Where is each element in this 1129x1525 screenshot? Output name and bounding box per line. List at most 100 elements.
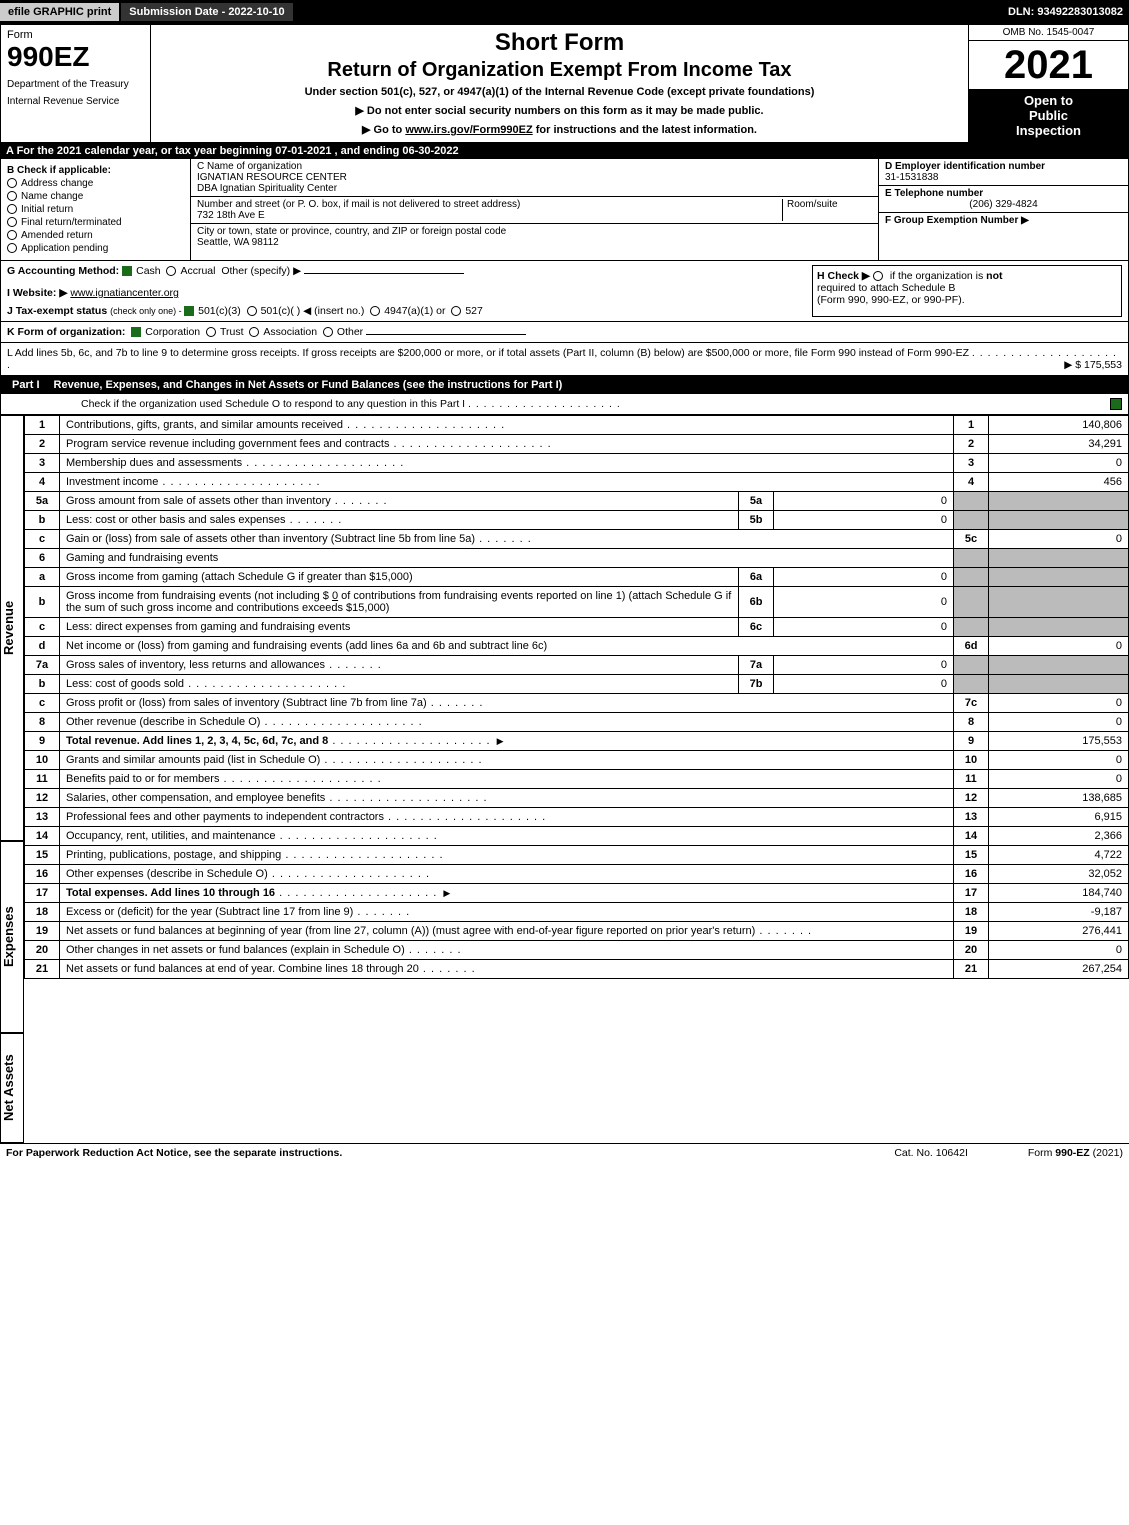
box-b: B Check if applicable: Address change Na…	[1, 159, 191, 260]
ln2-11: 11	[954, 770, 989, 789]
opt-amended-return: Amended return	[21, 230, 93, 241]
opt-initial-return: Initial return	[21, 204, 73, 215]
desc-13: Professional fees and other payments to …	[66, 811, 384, 823]
line-13: 13 Professional fees and other payments t…	[25, 808, 1129, 827]
phone-value: (206) 329-4824	[885, 199, 1122, 210]
chk-501c3[interactable]	[184, 306, 194, 316]
top-bar: efile GRAPHIC print Submission Date - 20…	[0, 0, 1129, 24]
line-7c: cGross profit or (loss) from sales of in…	[25, 694, 1129, 713]
val-17: 184,740	[989, 884, 1129, 903]
chk-assoc[interactable]	[249, 327, 259, 337]
val-2: 34,291	[989, 435, 1129, 454]
desc-17: Total expenses. Add lines 10 through 16	[66, 887, 275, 899]
chk-address-change[interactable]	[7, 178, 17, 188]
chk-accrual[interactable]	[166, 266, 176, 276]
dots-icon	[268, 868, 430, 880]
opt-501c: 501(c)( ) ◀ (insert no.)	[261, 305, 365, 317]
subval-6b: 0	[774, 587, 954, 618]
chk-527[interactable]	[451, 306, 461, 316]
dept-irs: Internal Revenue Service	[7, 96, 144, 107]
ln2-13: 13	[954, 808, 989, 827]
chk-final-return[interactable]	[7, 217, 17, 227]
val-5b-grey	[989, 511, 1129, 530]
ln2-6-grey	[954, 549, 989, 568]
ln2-18: 18	[954, 903, 989, 922]
ln2-17: 17	[954, 884, 989, 903]
goto-prefix: ▶ Go to	[362, 124, 405, 136]
chk-other[interactable]	[323, 327, 333, 337]
row-gh: G Accounting Method: Cash Accrual Other …	[0, 261, 1129, 322]
val-21: 267,254	[989, 960, 1129, 979]
ln-20: 20	[25, 941, 60, 960]
subln-5b: 5b	[739, 511, 774, 530]
footer-center: Cat. No. 10642I	[894, 1147, 968, 1159]
desc-5b: Less: cost or other basis and sales expe…	[66, 514, 286, 526]
part-i-subtext: Check if the organization used Schedule …	[81, 398, 465, 410]
line-6: 6Gaming and fundraising events	[25, 549, 1129, 568]
dots-icon	[384, 811, 546, 823]
ln2-7a-grey	[954, 656, 989, 675]
goto-suffix: for instructions and the latest informat…	[533, 124, 757, 136]
other-specify-input[interactable]	[304, 273, 464, 274]
dots-icon	[331, 495, 388, 507]
chk-application-pending[interactable]	[7, 243, 17, 253]
box-f-label: F Group Exemption Number ▶	[885, 215, 1029, 226]
ln2-14: 14	[954, 827, 989, 846]
note-goto: ▶ Go to www.irs.gov/Form990EZ for instru…	[161, 123, 958, 136]
form-header: Form 990EZ Department of the Treasury In…	[0, 24, 1129, 143]
val-9: 175,553	[989, 732, 1129, 751]
chk-501c[interactable]	[247, 306, 257, 316]
chk-amended-return[interactable]	[7, 230, 17, 240]
line-18: 18Excess or (deficit) for the year (Subt…	[25, 903, 1129, 922]
opt-527: 527	[465, 305, 483, 317]
line-8: 8Other revenue (describe in Schedule O)8…	[25, 713, 1129, 732]
dots-icon	[325, 659, 382, 671]
opt-assoc: Association	[263, 326, 317, 338]
val-4: 456	[989, 473, 1129, 492]
other-org-input[interactable]	[366, 334, 526, 335]
side-netassets: Net Assets	[0, 1033, 24, 1143]
ln2-1: 1	[954, 416, 989, 435]
org-name-1: IGNATIAN RESOURCE CENTER	[197, 172, 347, 183]
chk-cash[interactable]	[122, 266, 132, 276]
chk-corp[interactable]	[131, 327, 141, 337]
chk-initial-return[interactable]	[7, 204, 17, 214]
val-7c: 0	[989, 694, 1129, 713]
dots-icon	[755, 925, 812, 937]
info-grid: B Check if applicable: Address change Na…	[0, 159, 1129, 261]
j-label: J Tax-exempt status	[7, 305, 110, 317]
val-15: 4,722	[989, 846, 1129, 865]
line-3: 3Membership dues and assessments30	[25, 454, 1129, 473]
website-link[interactable]: www.ignatiancenter.org	[70, 287, 179, 299]
ln2-5c: 5c	[954, 530, 989, 549]
ln-10: 10	[25, 751, 60, 770]
desc-6c: Less: direct expenses from gaming and fu…	[60, 618, 739, 637]
part-i-check[interactable]	[1110, 398, 1122, 410]
header-center: Short Form Return of Organization Exempt…	[151, 25, 968, 142]
ln-5a: 5a	[25, 492, 60, 511]
room-suite-label: Room/suite	[787, 199, 838, 210]
val-1: 140,806	[989, 416, 1129, 435]
irs-link[interactable]: www.irs.gov/Form990EZ	[405, 124, 532, 136]
dots-icon	[275, 887, 437, 899]
chk-4947[interactable]	[370, 306, 380, 316]
chk-trust[interactable]	[206, 327, 216, 337]
chk-h[interactable]	[873, 271, 883, 281]
open-inspection: Open to Public Inspection	[969, 89, 1128, 142]
ln-4: 4	[25, 473, 60, 492]
title-return: Return of Organization Exempt From Incom…	[161, 59, 958, 82]
inspect-2: Public	[973, 108, 1124, 123]
val-6-grey	[989, 549, 1129, 568]
subval-6c: 0	[774, 618, 954, 637]
line-5c: cGain or (loss) from sale of assets othe…	[25, 530, 1129, 549]
chk-name-change[interactable]	[7, 191, 17, 201]
i-label: I Website: ▶	[7, 287, 67, 299]
submission-date-button[interactable]: Submission Date - 2022-10-10	[121, 3, 292, 21]
footer-right: Form 990-EZ (2021)	[1028, 1147, 1123, 1159]
desc-6a: Gross income from gaming (attach Schedul…	[60, 568, 739, 587]
subval-5a: 0	[774, 492, 954, 511]
efile-print-button[interactable]: efile GRAPHIC print	[0, 3, 119, 21]
dots-icon	[286, 514, 343, 526]
val-20: 0	[989, 941, 1129, 960]
val-6c-grey	[989, 618, 1129, 637]
